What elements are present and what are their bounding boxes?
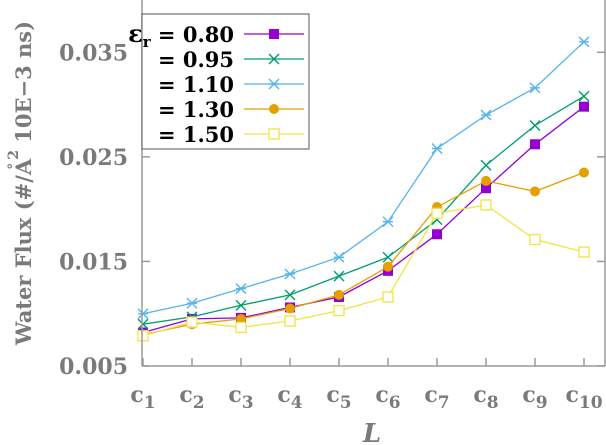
data-point bbox=[579, 101, 589, 112]
legend-label: = 1.30 bbox=[158, 97, 234, 122]
data-point bbox=[530, 186, 540, 197]
data-point bbox=[333, 251, 345, 263]
legend-marker bbox=[269, 104, 279, 114]
data-point bbox=[334, 289, 344, 300]
legend-marker bbox=[268, 128, 280, 140]
data-point bbox=[382, 216, 394, 228]
data-point bbox=[481, 183, 491, 194]
data-point bbox=[186, 297, 198, 309]
data-point bbox=[235, 283, 247, 295]
data-point bbox=[481, 175, 491, 186]
legend-label: = 0.95 bbox=[158, 47, 234, 72]
data-point bbox=[236, 313, 246, 324]
y-tick-label: 0.025 bbox=[59, 145, 128, 171]
y-tick-label: 0.035 bbox=[59, 40, 128, 66]
series-line bbox=[142, 106, 585, 334]
y-tick-label: 0.015 bbox=[59, 249, 128, 275]
axes: 0.005 0.015 0.025 0.035 c1 c2 c3 c4 c5 c6 c7 c8 c9 c1… bbox=[6, 0, 606, 445]
x-tick-label: c10 bbox=[565, 382, 602, 413]
series-line bbox=[142, 95, 585, 325]
series-line bbox=[142, 204, 585, 337]
data-point bbox=[284, 315, 296, 327]
series-group bbox=[137, 36, 590, 342]
data-point bbox=[432, 229, 442, 240]
data-point bbox=[529, 233, 541, 246]
x-axis-title: L bbox=[362, 419, 381, 445]
data-point bbox=[431, 207, 443, 219]
x-tick-label: c6 bbox=[375, 382, 400, 413]
y-tick-label: 0.005 bbox=[59, 354, 128, 380]
y-axis-title: Water Flux (#/A°2 10E−3 ns) bbox=[6, 21, 36, 346]
legend-label: = 1.10 bbox=[158, 72, 234, 97]
data-point bbox=[333, 304, 345, 317]
legend-label: εr = 0.80 bbox=[128, 19, 234, 51]
data-point bbox=[530, 139, 540, 150]
data-point bbox=[137, 318, 149, 330]
data-point bbox=[285, 303, 295, 314]
data-point bbox=[431, 142, 443, 154]
x-tick-label: c2 bbox=[179, 382, 204, 413]
x-tick-label: c8 bbox=[473, 382, 498, 413]
data-point bbox=[284, 289, 296, 301]
data-point bbox=[137, 330, 149, 342]
data-point bbox=[137, 308, 149, 320]
data-point bbox=[578, 36, 590, 48]
legend-box bbox=[141, 13, 310, 150]
data-point bbox=[480, 159, 492, 171]
data-point bbox=[480, 109, 492, 121]
legend-marker bbox=[269, 29, 279, 39]
data-point bbox=[382, 291, 394, 303]
data-point bbox=[529, 82, 541, 94]
x-tick-label: c1 bbox=[130, 382, 155, 413]
data-point bbox=[383, 261, 393, 272]
data-point bbox=[333, 270, 345, 282]
x-tick-label: c5 bbox=[326, 382, 351, 413]
x-tick-label: c9 bbox=[522, 382, 547, 413]
series-1.50 bbox=[137, 199, 590, 342]
legend-marker bbox=[268, 78, 280, 90]
legend-label: = 1.50 bbox=[158, 122, 234, 147]
data-point bbox=[579, 167, 589, 178]
series-line bbox=[142, 171, 585, 336]
legend-marker bbox=[268, 53, 280, 65]
legend: εr = 0.80= 0.95= 1.10= 1.30= 1.50 bbox=[128, 13, 310, 150]
data-point bbox=[529, 119, 541, 131]
data-point bbox=[578, 90, 590, 102]
x-tick-label: c7 bbox=[424, 382, 449, 413]
data-point bbox=[186, 316, 198, 328]
series-1.10 bbox=[137, 36, 590, 320]
data-point bbox=[578, 246, 590, 258]
series-line bbox=[142, 41, 585, 315]
x-tick-label: c3 bbox=[228, 382, 253, 413]
data-point bbox=[284, 268, 296, 280]
data-point bbox=[382, 251, 394, 263]
x-tick-label: c4 bbox=[277, 382, 302, 413]
data-point bbox=[235, 299, 247, 311]
data-point bbox=[235, 321, 247, 333]
data-point bbox=[480, 199, 492, 211]
